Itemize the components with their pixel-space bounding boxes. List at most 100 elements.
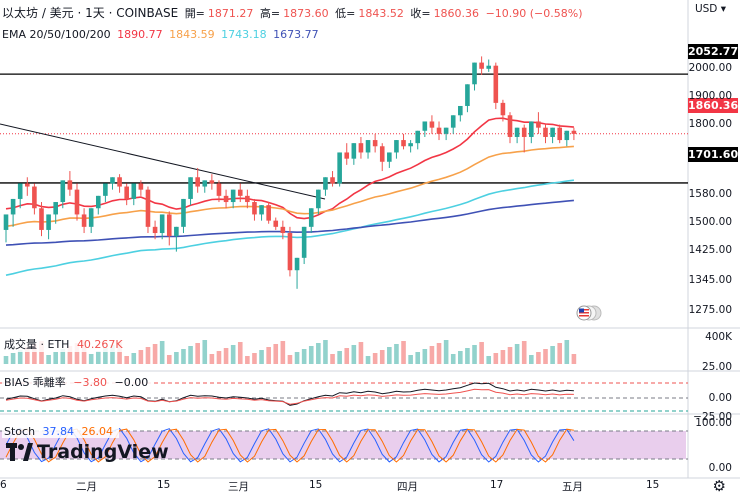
open-value: 1871.27 xyxy=(207,7,254,20)
bias-value-2: −0.00 xyxy=(114,376,149,389)
time-tick: 二月 xyxy=(76,481,97,493)
volume-bar xyxy=(174,352,179,364)
volume-bar xyxy=(301,349,307,364)
volume-bar xyxy=(365,356,371,364)
support-price-tag: 1701.60 xyxy=(688,147,739,162)
candle-body xyxy=(330,177,335,184)
candle-body xyxy=(287,233,293,271)
candle-body xyxy=(571,130,577,134)
candle-body xyxy=(81,214,87,227)
volume-bar xyxy=(166,355,172,364)
volume-bar xyxy=(294,352,300,364)
volume-bar xyxy=(24,347,30,364)
gear-icon[interactable]: ⚙ xyxy=(712,477,726,495)
volume-bar xyxy=(53,352,58,364)
bias-axis-tick: 25.00 xyxy=(701,361,732,373)
candle-body xyxy=(301,226,307,258)
candle-body xyxy=(429,121,435,128)
ema100-value: 1743.18 xyxy=(221,28,267,41)
candle-body xyxy=(209,180,215,184)
candle-body xyxy=(60,180,66,203)
volume-bar xyxy=(10,353,16,364)
ema-line-20 xyxy=(5,117,574,220)
candle-body xyxy=(110,177,115,184)
candle-body xyxy=(486,65,492,69)
volume-bar xyxy=(323,340,328,364)
volume-bar xyxy=(88,354,94,364)
volume-bar xyxy=(202,340,208,364)
time-tick: 15 xyxy=(646,479,660,491)
volume-bar xyxy=(557,343,563,364)
volume-bar xyxy=(124,356,129,364)
volume-bar xyxy=(507,347,513,364)
volume-bar xyxy=(32,344,37,364)
candle-body xyxy=(351,143,357,159)
volume-bar xyxy=(429,346,435,364)
time-tick: 四月 xyxy=(397,481,418,493)
price-tick: 1900.00 xyxy=(688,90,732,102)
change-value: −10.90 (−0.58%) xyxy=(485,7,583,20)
volume-bar xyxy=(138,350,144,364)
candle-body xyxy=(259,205,264,215)
volume-bar xyxy=(287,355,293,364)
tradingview-logo[interactable]: TradingView xyxy=(6,441,169,463)
ema-line-50 xyxy=(5,145,574,228)
tradingview-logo-icon xyxy=(6,443,33,461)
candle-body xyxy=(195,177,200,187)
candle-body xyxy=(88,208,94,227)
volume-bar xyxy=(230,345,236,364)
candle-body xyxy=(308,208,314,227)
ema200-value: 1673.77 xyxy=(273,28,319,41)
candle-body xyxy=(245,195,250,203)
candle-body xyxy=(564,130,570,141)
volume-legend[interactable]: 成交量 · ETH 40.267K xyxy=(2,336,129,352)
volume-bar xyxy=(500,350,506,364)
ema-legend[interactable]: EMA 20/50/100/200 1890.77 1843.59 1743.1… xyxy=(2,28,322,41)
volume-bar xyxy=(422,349,428,364)
candle-body xyxy=(131,183,137,199)
candle-body xyxy=(216,183,222,196)
volume-bar xyxy=(358,342,364,364)
volume-bar xyxy=(280,341,286,364)
candle-body xyxy=(138,183,144,190)
volume-bar xyxy=(387,347,392,364)
candle-body xyxy=(117,177,122,187)
stoch-legend[interactable]: Stoch 37.84 26.04 xyxy=(2,425,120,438)
price-tick: 1275.00 xyxy=(688,304,732,316)
volume-bar xyxy=(330,354,335,364)
candle-body xyxy=(408,143,413,147)
candle-body xyxy=(557,127,563,141)
candle-body xyxy=(465,84,470,106)
volume-bar xyxy=(351,345,357,364)
currency-button[interactable]: USD ▾ xyxy=(695,3,726,15)
current-price-tag: 1860.36 xyxy=(688,98,739,113)
volume-bar xyxy=(514,344,520,364)
volume-bar xyxy=(188,346,193,364)
candle-body xyxy=(472,62,477,85)
price-tick: 1425.00 xyxy=(688,244,732,256)
symbol-title[interactable]: 以太坊 / 美元 · 1天 · COINBASE xyxy=(2,6,179,20)
candle-body xyxy=(514,127,520,137)
candle-body xyxy=(95,195,101,209)
stoch-axis-tick: 100.00 xyxy=(695,417,732,429)
price-tick: 1580.00 xyxy=(688,188,732,200)
bias-line-1 xyxy=(5,382,574,406)
bias-axis-tick: −25.00 xyxy=(693,411,732,423)
stoch-axis-tick: 0.00 xyxy=(708,462,732,474)
us-flag-icon[interactable] xyxy=(576,305,602,321)
candle-body xyxy=(458,105,463,116)
high-value: 1873.60 xyxy=(283,7,329,20)
candle-body xyxy=(124,186,129,199)
ohlc-header: 以太坊 / 美元 · 1天 · COINBASE 開= 1871.27 高= 187… xyxy=(2,4,586,21)
candle-body xyxy=(344,152,350,159)
volume-bar xyxy=(379,350,385,364)
volume-bar xyxy=(436,343,442,364)
open-label: 開= xyxy=(184,7,205,20)
volume-bar xyxy=(316,343,321,364)
volume-bar xyxy=(372,353,378,364)
bias-legend[interactable]: BIAS 乖離率 −3.80 −0.00 xyxy=(2,374,155,390)
candle-body xyxy=(316,189,321,209)
price-tick: 2000.00 xyxy=(688,62,732,74)
